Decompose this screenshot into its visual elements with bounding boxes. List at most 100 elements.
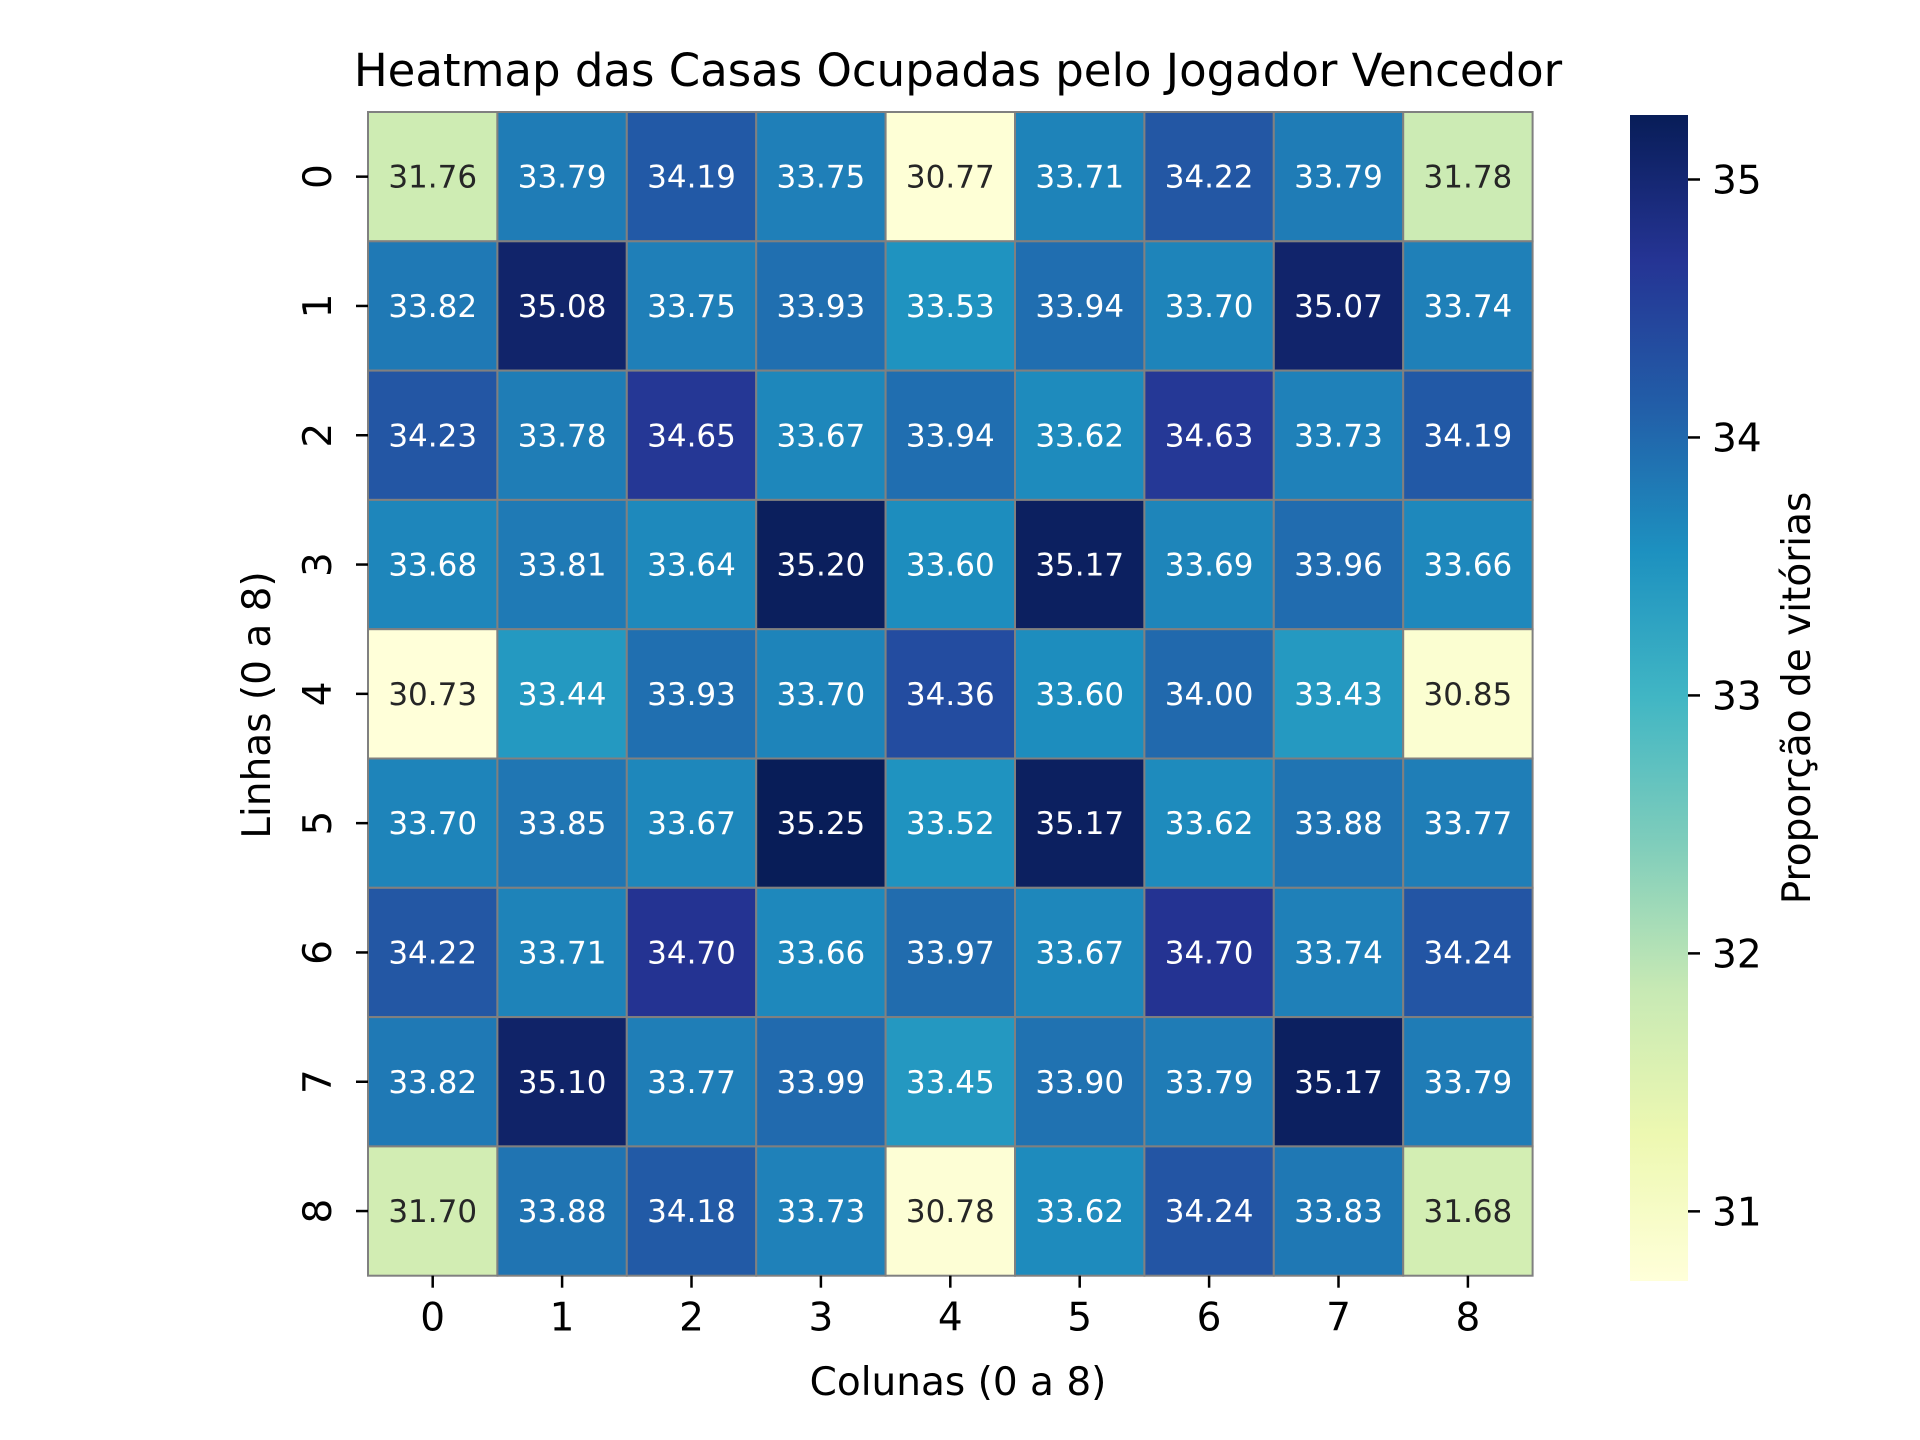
heatmap-cell [367, 886, 499, 1019]
heatmap-cell [1402, 1016, 1534, 1148]
heatmap-cell [884, 1145, 1016, 1277]
heatmap-cell [755, 1016, 887, 1148]
colorbar-label: Proporção de vitórias [1775, 492, 1820, 905]
chart-title: Heatmap das Casas Ocupadas pelo Jogador … [354, 44, 1563, 97]
heatmap-cell [367, 240, 499, 372]
cell-value-label: 30.77 [906, 160, 995, 196]
heatmap-cell [1402, 1145, 1534, 1277]
cell-value-label: 33.96 [1294, 548, 1383, 584]
y-tick-label: 4 [296, 681, 341, 706]
cell-value-label: 35.17 [1035, 548, 1124, 584]
cell-value-label: 33.93 [777, 289, 866, 325]
colorbar-tick-label: 34 [1712, 416, 1762, 461]
heatmap-cell [1014, 1145, 1146, 1277]
y-tick-label: 2 [296, 423, 341, 448]
heatmap-cell [367, 757, 499, 889]
heatmap-cell [755, 111, 887, 243]
cell-value-label: 33.60 [906, 548, 995, 584]
heatmap-cell [496, 757, 628, 889]
cell-value-label: 33.77 [647, 1065, 736, 1101]
cell-value-label: 33.70 [777, 677, 866, 713]
heatmap-cell [884, 886, 1016, 1019]
heatmap-cell [1143, 369, 1275, 501]
cell-value-label: 31.78 [1424, 160, 1513, 196]
cell-value-label: 33.93 [647, 677, 736, 713]
cell-value-label: 33.78 [518, 418, 607, 454]
heatmap-cell [1143, 1145, 1275, 1277]
heatmap-cell [1402, 369, 1534, 501]
y-tick-label: 7 [296, 1069, 341, 1094]
cell-value-label: 33.79 [1294, 160, 1383, 196]
heatmap-cell [367, 1145, 499, 1277]
x-axis-ticks: 0 1 2 3 4 5 6 7 8 [420, 1275, 1480, 1341]
cell-value-label: 30.73 [388, 677, 477, 713]
cell-value-label: 34.24 [1424, 935, 1513, 971]
cell-value-label: 33.82 [388, 1065, 477, 1101]
cell-value-label: 34.19 [647, 160, 736, 196]
heatmap-cell [625, 1016, 758, 1148]
heatmap-cell [625, 111, 758, 243]
heatmap-cell [367, 498, 499, 631]
cell-value-label: 35.10 [518, 1065, 607, 1101]
cell-value-label: 33.67 [777, 418, 866, 454]
cell-value-label: 33.81 [518, 548, 607, 584]
cell-value-label: 33.62 [1035, 1194, 1124, 1230]
heatmap-cell [1143, 1016, 1275, 1148]
cell-value-label: 33.70 [1165, 289, 1254, 325]
heatmap-cell [625, 240, 758, 372]
colorbar-gradient [1630, 115, 1688, 1281]
cell-value-label: 33.79 [1424, 1065, 1513, 1101]
cell-value-label: 35.20 [777, 548, 866, 584]
cell-value-label: 34.18 [647, 1194, 736, 1230]
heatmap-cell [755, 757, 887, 889]
heatmap-cell [1014, 1016, 1146, 1148]
cell-value-label: 33.69 [1165, 548, 1254, 584]
colorbar-tick-label: 35 [1712, 158, 1762, 203]
y-tick-label: 5 [296, 811, 341, 836]
cell-value-label: 33.43 [1294, 677, 1383, 713]
y-tick-label: 0 [296, 164, 341, 189]
heatmap-cell [1014, 628, 1146, 760]
cell-value-label: 34.22 [388, 935, 477, 971]
cell-value-label: 34.24 [1165, 1194, 1254, 1230]
y-axis-ticks: 0 1 2 3 4 5 6 7 8 [296, 164, 368, 1223]
heatmap-cell [496, 886, 628, 1019]
cell-value-label: 33.71 [1035, 160, 1124, 196]
cell-value-label: 33.75 [647, 289, 736, 325]
cell-value-label: 33.75 [777, 160, 866, 196]
cell-value-label: 35.17 [1035, 806, 1124, 842]
cell-value-label: 33.70 [388, 806, 477, 842]
cell-value-label: 31.68 [1424, 1194, 1513, 1230]
cell-value-label: 33.97 [906, 935, 995, 971]
cell-value-label: 33.88 [1294, 806, 1383, 842]
heatmap-cell [755, 369, 887, 501]
cell-value-label: 33.64 [647, 548, 736, 584]
y-tick-label: 6 [296, 940, 341, 965]
cell-value-label: 33.77 [1424, 806, 1513, 842]
y-tick-label: 1 [296, 294, 341, 319]
heatmap-cell [1402, 498, 1534, 631]
cell-value-label: 33.66 [1424, 548, 1513, 584]
cell-value-label: 30.78 [906, 1194, 995, 1230]
cell-value-label: 30.85 [1424, 677, 1513, 713]
heatmap-cell [1143, 628, 1275, 760]
y-axis-label: Linhas (0 a 8) [235, 571, 280, 838]
colorbar-tick-label: 32 [1712, 932, 1762, 977]
heatmap-cell [884, 1016, 1016, 1148]
cell-value-label: 33.62 [1035, 418, 1124, 454]
cell-value-label: 33.66 [777, 935, 866, 971]
y-tick-label: 8 [296, 1199, 341, 1224]
cell-value-label: 33.52 [906, 806, 995, 842]
heatmap-cell [1272, 757, 1405, 889]
cell-value-label: 35.08 [518, 289, 607, 325]
x-tick-label: 6 [1197, 1296, 1222, 1341]
cell-value-label: 35.17 [1294, 1065, 1383, 1101]
cell-value-label: 33.99 [777, 1065, 866, 1101]
cell-value-label: 33.85 [518, 806, 607, 842]
heatmap-cell [1014, 757, 1146, 889]
heatmap-cell [625, 757, 758, 889]
x-tick-label: 7 [1326, 1296, 1351, 1341]
cell-value-label: 33.74 [1294, 935, 1383, 971]
x-tick-label: 0 [420, 1296, 445, 1341]
